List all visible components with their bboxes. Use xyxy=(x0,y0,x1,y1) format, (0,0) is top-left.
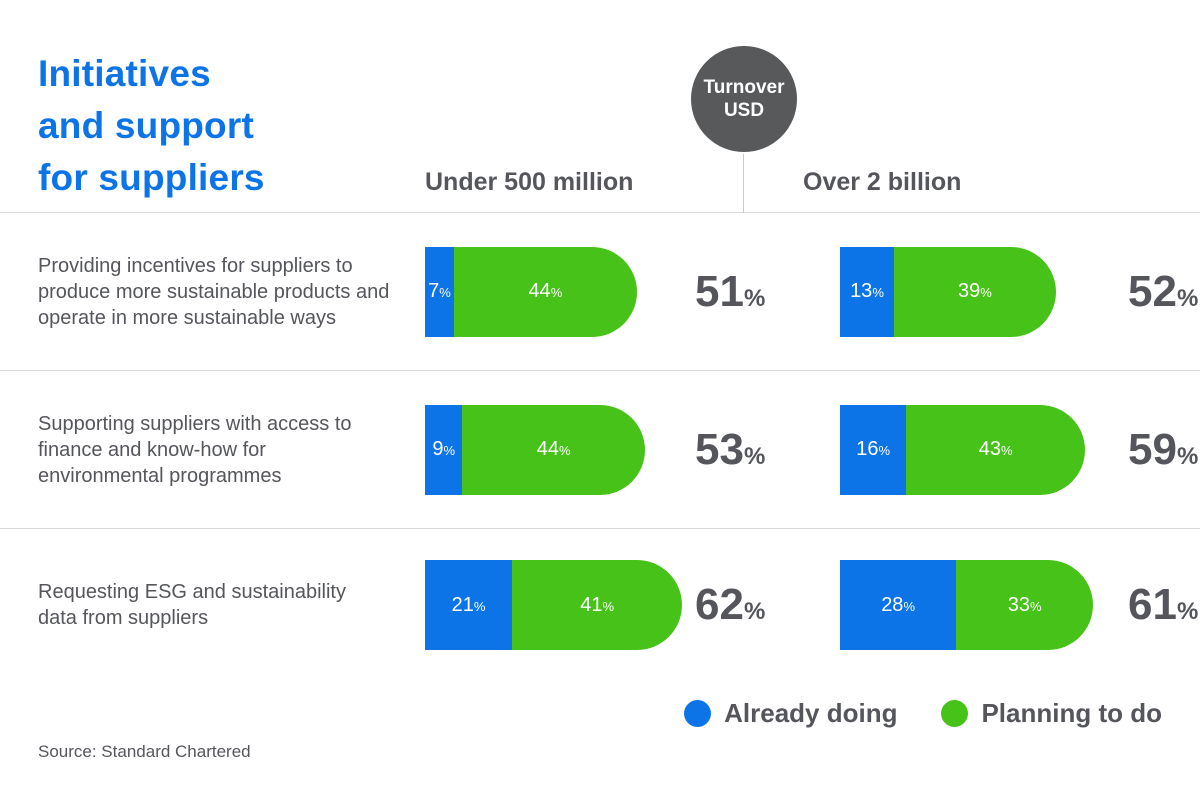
badge-line: Turnover xyxy=(703,77,785,98)
segment-value-label: 39% xyxy=(957,280,992,302)
segment-value-label: 41% xyxy=(580,593,615,616)
bar-segment-already-doing: 9% xyxy=(425,404,463,495)
column-header-under-500m: Under 500 million xyxy=(425,168,634,196)
legend-item-planning-to-do: Planning to do xyxy=(941,698,1162,729)
bar-segment-planning-to-do: 41% xyxy=(512,560,683,650)
chart-row: Providing incentives for suppliers to pr… xyxy=(0,213,1200,371)
bar-under-500m: 9% 44% xyxy=(425,404,695,495)
legend-label: Already doing xyxy=(724,698,898,728)
segment-value-label: 43% xyxy=(978,438,1013,460)
column-divider-line xyxy=(743,154,744,213)
bar-segment-already-doing: 13% xyxy=(840,246,894,337)
turnover-usd-badge: Turnover USD xyxy=(691,46,797,152)
chart-title: Initiatives and support for suppliers xyxy=(38,48,265,204)
row-label: Providing incentives for suppliers to pr… xyxy=(38,254,390,329)
segment-value-label: 33% xyxy=(1007,593,1042,616)
row-label: Requesting ESG and sustainability data f… xyxy=(38,581,346,629)
legend-dot-green-icon xyxy=(941,700,969,727)
chart-header: Initiatives and support for suppliers Tu… xyxy=(0,0,1200,213)
bar-over-2b: 16% 43% xyxy=(840,404,1110,495)
chart-row: Requesting ESG and sustainability data f… xyxy=(0,529,1200,681)
bar-under-500m: 21% 41% xyxy=(425,560,695,650)
segment-value-label: 16% xyxy=(856,438,891,460)
bar-segment-already-doing: 16% xyxy=(840,404,907,495)
chart-title-line: and support xyxy=(38,105,254,146)
legend: Already doing Planning to do xyxy=(684,698,1162,729)
legend-item-already-doing: Already doing xyxy=(684,698,897,729)
bar-segment-already-doing: 28% xyxy=(840,560,957,650)
bar-segment-already-doing: 21% xyxy=(425,560,513,650)
chart-row: Supporting suppliers with access to fina… xyxy=(0,371,1200,529)
row-label: Supporting suppliers with access to fina… xyxy=(38,412,352,487)
bar-segment-planning-to-do: 39% xyxy=(893,246,1056,337)
bar-segment-planning-to-do: 43% xyxy=(906,404,1085,495)
total-under-500m: 51% xyxy=(695,266,766,316)
bar-segment-planning-to-do: 33% xyxy=(956,560,1094,650)
chart-title-line: for suppliers xyxy=(38,157,265,198)
source-note: Source: Standard Chartered xyxy=(38,742,251,761)
total-under-500m: 53% xyxy=(695,424,766,474)
legend-label: Planning to do xyxy=(981,698,1162,728)
bar-segment-already-doing: 7% xyxy=(425,246,455,337)
legend-dot-blue-icon xyxy=(684,700,712,727)
total-under-500m: 62% xyxy=(695,580,766,629)
total-over-2b: 61% xyxy=(1128,580,1199,629)
segment-value-label: 44% xyxy=(536,438,571,460)
column-header-over-2b: Over 2 billion xyxy=(803,168,962,196)
segment-value-label: 21% xyxy=(451,593,486,616)
total-over-2b: 59% xyxy=(1128,424,1199,474)
bar-segment-planning-to-do: 44% xyxy=(462,404,645,495)
chart-title-line: Initiatives xyxy=(38,53,211,94)
segment-value-label: 28% xyxy=(881,593,915,616)
bar-segment-planning-to-do: 44% xyxy=(454,246,637,337)
bar-over-2b: 13% 39% xyxy=(840,246,1110,337)
bar-under-500m: 7% 44% xyxy=(425,246,695,337)
total-over-2b: 52% xyxy=(1128,266,1199,316)
segment-value-label: 9% xyxy=(432,438,456,460)
badge-line: USD xyxy=(723,100,765,121)
segment-value-label: 13% xyxy=(850,280,884,302)
bar-over-2b: 28% 33% xyxy=(840,560,1110,650)
segment-value-label: 44% xyxy=(528,280,563,302)
segment-value-label: 7% xyxy=(428,280,451,302)
